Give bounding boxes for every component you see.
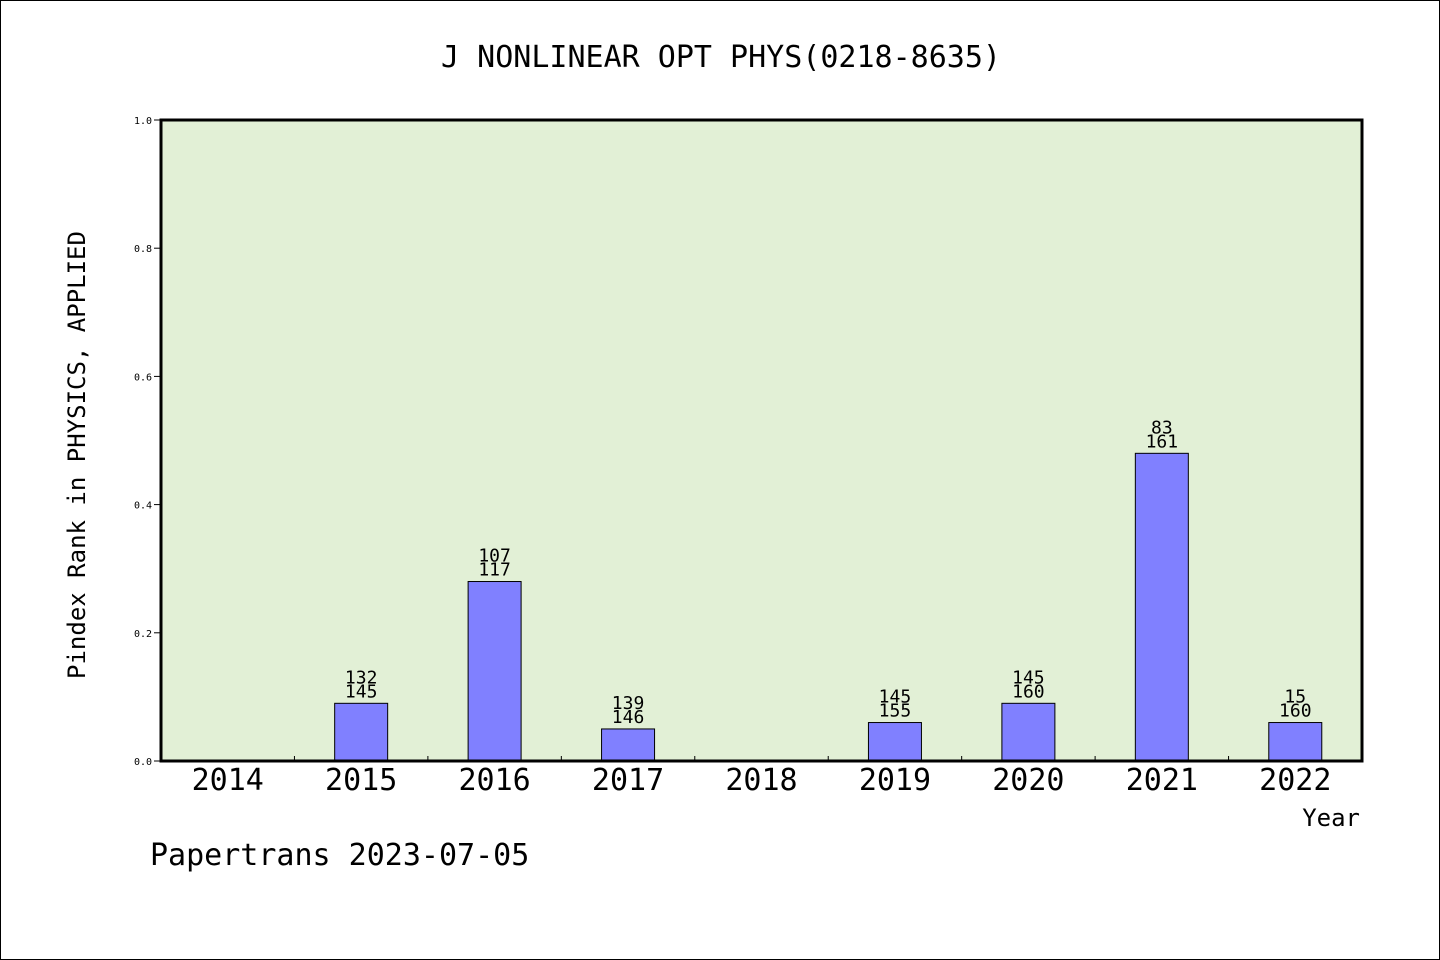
bar-label-upper: 107 (478, 546, 511, 567)
plot-border (159, 118, 1364, 763)
x-axis: 2014 2015 2016 2017 2018 2019 2020 2021 2022 (192, 756, 1331, 798)
bar-label-lower: 146 (612, 707, 645, 728)
x-tick-label: 2019 (859, 763, 931, 798)
x-tick-label: 2022 (1259, 763, 1331, 798)
y-axis-label: Pindex Rank in PHYSICS, APPLIED (63, 231, 91, 679)
y-tick-label: 0.2 (134, 629, 152, 640)
y-axis: 0.0 0.2 0.4 0.6 0.8 1.0 (134, 116, 161, 768)
bar (467, 581, 522, 762)
bar-label-lower: 155 (879, 701, 912, 722)
y-tick-label: 0.4 (134, 501, 152, 512)
y-tick-label: 0.8 (134, 244, 152, 255)
bar-label-lower: 117 (478, 560, 511, 581)
x-tick-label: 2021 (1126, 763, 1198, 798)
bar-label-upper: 145 (879, 687, 912, 708)
bar-label-upper: 83 (1151, 417, 1173, 438)
bar (1134, 452, 1189, 762)
bar-label-upper: 132 (345, 667, 378, 688)
y-tick-label: 0.6 (134, 372, 152, 383)
x-tick-label: 2014 (192, 763, 264, 798)
bar (1268, 722, 1323, 762)
bar-label-lower: 145 (345, 681, 378, 702)
bar (334, 702, 389, 762)
x-axis-label: Year (1302, 804, 1360, 832)
bar-label-upper: 15 (1284, 687, 1306, 708)
bars (334, 452, 1323, 762)
bar-label-lower: 160 (1012, 681, 1045, 702)
bar-label-lower: 161 (1146, 431, 1179, 452)
y-tick-label: 0.0 (134, 757, 152, 768)
x-tick-label: 2017 (592, 763, 664, 798)
bar-label-lower: 160 (1279, 701, 1312, 722)
bar-label-upper: 139 (612, 693, 645, 714)
x-tick-label: 2016 (458, 763, 530, 798)
y-tick-label: 1.0 (134, 116, 152, 127)
x-tick-label: 2018 (725, 763, 797, 798)
x-tick-label: 2015 (325, 763, 397, 798)
bar (867, 722, 922, 762)
bar (1001, 702, 1056, 762)
footer-text: Papertrans 2023-07-05 (150, 838, 529, 873)
bar (601, 728, 656, 762)
x-tick-label: 2020 (992, 763, 1064, 798)
chart-title: J NONLINEAR OPT PHYS(0218-8635) (441, 40, 1001, 75)
bar-label-upper: 145 (1012, 667, 1045, 688)
